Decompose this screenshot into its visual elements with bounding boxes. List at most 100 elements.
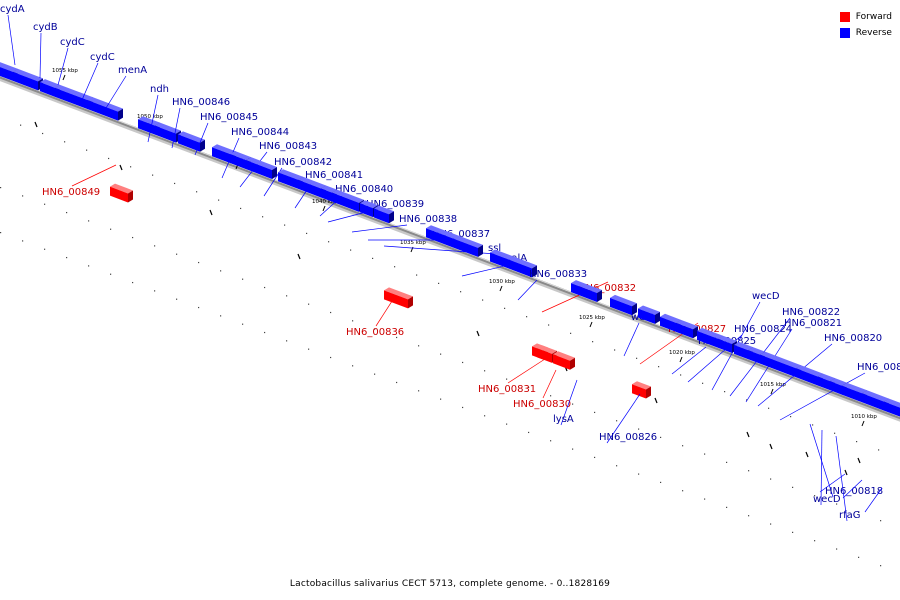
gene-label: HN6_00826: [599, 432, 657, 443]
gene-hn6-00824: [676, 319, 698, 339]
guide-dot: [306, 232, 308, 235]
gene-front-face: [796, 368, 818, 386]
gene-label: HN6_00820: [824, 333, 882, 344]
gene-front-face: [842, 385, 862, 403]
strand-tick: [119, 164, 123, 171]
gene-top-face: [553, 351, 575, 361]
guide-dot: [308, 348, 310, 350]
guide-dot: [374, 328, 376, 330]
guide-dot: [152, 174, 154, 176]
gene-front-face: [760, 354, 796, 378]
strand-tick: [857, 457, 861, 464]
guide-dot: [396, 381, 398, 384]
gene-label: HN6_00839: [366, 199, 424, 210]
guide-dot: [330, 356, 332, 359]
leader-line: [560, 379, 578, 426]
strand-tick: [34, 121, 38, 128]
gene-label: wecD: [752, 291, 780, 302]
guide-dot: [616, 465, 618, 467]
gene-label: HN6_00819: [857, 362, 900, 373]
guide-dot: [44, 248, 46, 250]
guide-dot: [396, 336, 398, 339]
scale-tick-label: 1025 kbp: [579, 315, 605, 321]
guide-dot: [658, 366, 660, 368]
gene-top-face: [638, 305, 660, 315]
guide-dot: [242, 278, 244, 280]
leader-line: [864, 487, 883, 513]
scale-tick-label: 1055 kbp: [52, 68, 78, 74]
guide-dot: [328, 241, 330, 243]
gene-front-face: [818, 376, 830, 391]
leader-line: [105, 75, 127, 109]
leader-line: [375, 297, 395, 327]
guide-dot: [20, 124, 22, 126]
guide-dot: [660, 436, 662, 439]
guide-dot: [418, 390, 420, 392]
leader-line: [507, 358, 546, 384]
gene-front-face: [55, 87, 88, 110]
gene-label: cydC: [90, 52, 115, 63]
gene-front-face: [178, 134, 200, 152]
gene-front-face: [230, 154, 246, 170]
guide-dot: [748, 470, 750, 472]
gene-top-face: [884, 398, 900, 408]
gene-hn6-00842: [246, 157, 277, 179]
leader-line: [779, 372, 866, 421]
guide-dot: [506, 378, 508, 380]
guide-dot: [242, 323, 244, 325]
guide-dot: [526, 316, 528, 318]
gene-top-face: [818, 373, 835, 382]
gene-top-face: [734, 341, 753, 351]
guide-dot: [176, 298, 178, 300]
guide-dot: [504, 307, 506, 309]
gene-hn6-00833: [490, 249, 537, 278]
guide-dot: [592, 341, 594, 343]
gene-end-face: [646, 386, 651, 399]
gene-front-face: [298, 179, 321, 198]
scale-tick: [322, 205, 326, 212]
gene-label: cydC: [60, 37, 85, 48]
legend-item-forward: Forward: [839, 9, 892, 25]
gene-wecd: [610, 294, 637, 316]
guide-dot: [198, 261, 200, 264]
gene-label: menA: [118, 65, 147, 76]
guide-dot: [220, 270, 222, 272]
gene-top-face: [718, 335, 737, 345]
leader-line: [171, 107, 181, 149]
guide-dot: [66, 256, 68, 259]
gene-top-face: [178, 131, 205, 143]
guide-dot: [462, 406, 464, 409]
gene-front-face: [660, 316, 676, 332]
gene-front-face: [212, 147, 231, 164]
guide-dot: [462, 361, 464, 364]
forward-swatch: [839, 12, 850, 22]
gene-end-face: [532, 265, 537, 278]
gene-label: HN6_00818: [825, 486, 883, 497]
scale-tick: [770, 388, 774, 395]
gene-front-face: [884, 401, 900, 417]
leader-line: [71, 164, 117, 187]
gene-top-face: [374, 205, 394, 215]
gene-front-face: [360, 203, 373, 218]
gene-label: HN6_00821: [784, 318, 842, 329]
guide-dot: [66, 211, 68, 214]
gene-label: HN6_00841: [305, 170, 363, 181]
guide-dot: [286, 340, 288, 342]
gene-label: HN6_00833: [529, 269, 587, 280]
guide-dot: [614, 349, 616, 351]
gene-label: HN6_00836: [346, 327, 404, 338]
scale-tick: [861, 420, 865, 427]
gene-label: cydA: [0, 4, 25, 15]
guide-dot: [528, 386, 530, 389]
scale-tick-label: 1040 kbp: [312, 199, 338, 205]
guide-dot: [814, 495, 816, 497]
gene-top-face: [321, 185, 337, 193]
gene-front-face: [537, 348, 552, 363]
guide-dot: [110, 273, 112, 275]
guide-dot: [724, 391, 726, 393]
strand-tick: [297, 253, 301, 260]
gene-top-face: [676, 319, 698, 330]
guide-dot: [704, 453, 706, 455]
gene-front-face: [638, 308, 655, 324]
strand-tick: [654, 397, 658, 404]
